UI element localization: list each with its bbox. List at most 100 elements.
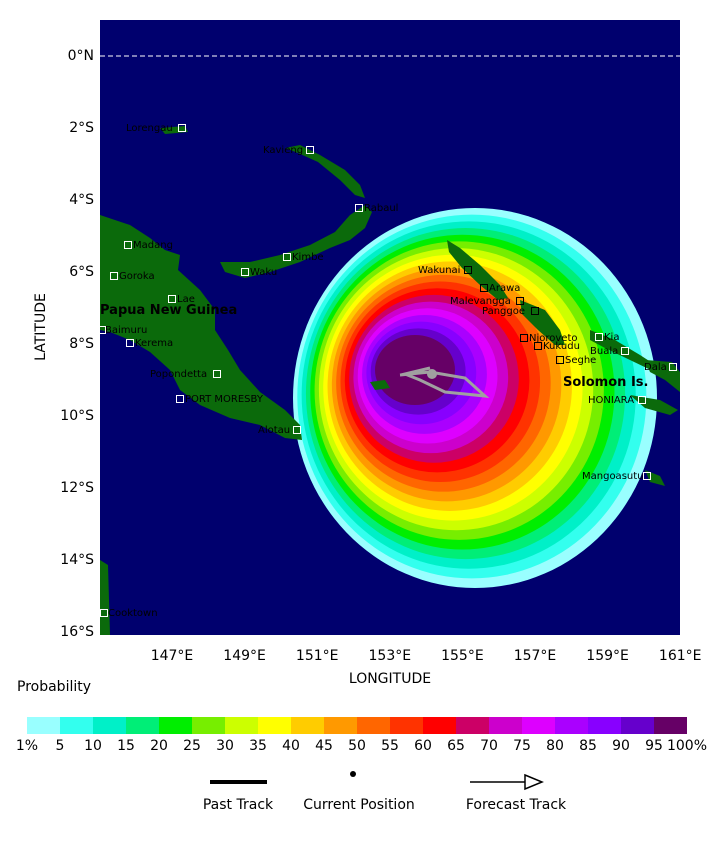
- place-marker: [126, 339, 134, 347]
- place-marker: [100, 609, 108, 617]
- place-label: PORT MORESBY: [185, 394, 264, 405]
- place-marker: [669, 363, 677, 371]
- colorbar-cell: [357, 717, 390, 734]
- colorbar-cell: [555, 717, 588, 734]
- y-tick-label: 14°S: [60, 552, 94, 568]
- colorbar-label: 75: [513, 738, 531, 754]
- current-position: [427, 369, 437, 379]
- colorbar-label: 100%: [667, 738, 707, 754]
- y-axis-label: LATITUDE: [33, 293, 49, 361]
- place-marker: [355, 204, 363, 212]
- place-label: Njoroveto: [529, 333, 578, 344]
- probability-swath: [293, 208, 657, 588]
- x-tick-label: 155°E: [441, 648, 484, 664]
- colorbar-label: 25: [183, 738, 201, 754]
- colorbar-cell: [225, 717, 258, 734]
- place-label: Wakunai: [418, 265, 460, 276]
- colorbar-cell: [522, 717, 555, 734]
- place-label: Alotau: [258, 425, 290, 436]
- place-marker: [556, 356, 564, 364]
- colorbar-label: 45: [315, 738, 333, 754]
- colorbar-cell: [324, 717, 357, 734]
- place-marker: [98, 326, 106, 334]
- x-tick-label: 159°E: [586, 648, 629, 664]
- colorbar-cell: [489, 717, 522, 734]
- place-label: Malevangga: [450, 296, 511, 307]
- place-label: Mangoasutu: [582, 471, 644, 482]
- place-marker: [124, 241, 132, 249]
- place-label: Cooktown: [108, 608, 158, 619]
- place-label: Seghe: [565, 355, 596, 366]
- track-legend-label: Past Track: [203, 797, 274, 813]
- place-marker: [516, 297, 524, 305]
- colorbar-cell: [621, 717, 654, 734]
- legend-title: Probability: [17, 679, 91, 695]
- place-label: Madang: [133, 240, 173, 251]
- colorbar-cell: [27, 717, 60, 734]
- place-marker: [534, 342, 542, 350]
- y-tick-label: 4°S: [69, 192, 94, 208]
- place-label: HONIARA: [588, 395, 634, 406]
- place-label: Buala: [590, 346, 618, 357]
- colorbar-label: 15: [117, 738, 135, 754]
- x-axis-label: LONGITUDE: [349, 671, 431, 687]
- track-legend-label: Forecast Track: [466, 797, 567, 813]
- colorbar-label: 95: [645, 738, 663, 754]
- place-marker: [168, 295, 176, 303]
- colorbar-label: 55: [381, 738, 399, 754]
- current-position-symbol: [350, 771, 356, 777]
- colorbar-label: 5: [56, 738, 65, 754]
- colorbar-label: 50: [348, 738, 366, 754]
- track-legend-label: Current Position: [303, 797, 415, 813]
- colorbar-cell: [258, 717, 291, 734]
- x-tick-label: 157°E: [514, 648, 557, 664]
- colorbar-label: 90: [612, 738, 630, 754]
- place-label: Goroka: [119, 271, 155, 282]
- place-marker: [283, 253, 291, 261]
- colorbar-cell: [423, 717, 456, 734]
- place-label: Kukudu: [543, 341, 580, 352]
- colorbar-label: 40: [282, 738, 300, 754]
- y-tick-label: 12°S: [60, 480, 94, 496]
- place-marker: [621, 347, 629, 355]
- colorbar-cell: [588, 717, 621, 734]
- y-tick-label: 8°S: [69, 336, 94, 352]
- x-tick-label: 149°E: [223, 648, 266, 664]
- colorbar-label: 80: [546, 738, 564, 754]
- place-marker: [110, 272, 118, 280]
- colorbar-label: 70: [480, 738, 498, 754]
- colorbar-label: 65: [447, 738, 465, 754]
- y-tick-label: 0°N: [68, 48, 94, 64]
- place-label: Popondetta: [150, 369, 207, 380]
- place-label: Lae: [177, 294, 195, 305]
- y-tick-label: 2°S: [69, 120, 94, 136]
- region-label: Papua New Guinea: [100, 303, 237, 318]
- place-marker: [241, 268, 249, 276]
- colorbar-cell: [60, 717, 93, 734]
- colorbar-cell: [390, 717, 423, 734]
- place-label: Kavieng: [263, 145, 303, 156]
- place-marker: [178, 124, 186, 132]
- colorbar-cell: [159, 717, 192, 734]
- place-marker: [176, 395, 184, 403]
- place-label: Kerema: [135, 338, 173, 349]
- y-tick-label: 6°S: [69, 264, 94, 280]
- colorbar-label: 10: [84, 738, 102, 754]
- place-label: Baimuru: [105, 325, 147, 336]
- place-marker: [480, 284, 488, 292]
- place-marker: [464, 266, 472, 274]
- y-tick-label: 10°S: [60, 408, 94, 424]
- place-marker: [306, 146, 314, 154]
- place-marker: [213, 370, 221, 378]
- place-marker: [595, 333, 603, 341]
- place-marker: [531, 307, 539, 315]
- x-tick-label: 153°E: [369, 648, 412, 664]
- place-marker: [643, 472, 651, 480]
- y-tick-label: 16°S: [60, 624, 94, 640]
- colorbar-cell: [93, 717, 126, 734]
- place-label: Lorengau: [126, 123, 173, 134]
- colorbar-label: 60: [414, 738, 432, 754]
- colorbar-cell: [126, 717, 159, 734]
- colorbar-label: 35: [249, 738, 267, 754]
